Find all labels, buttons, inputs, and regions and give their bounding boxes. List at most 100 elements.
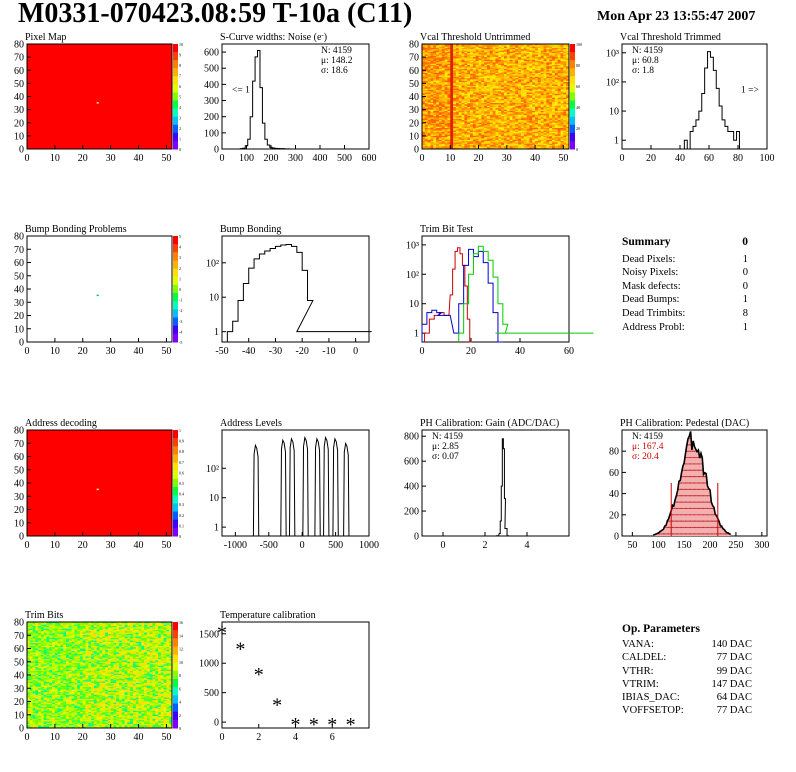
- heatmap-cell: [540, 93, 544, 96]
- heatmap-cell: [518, 110, 522, 113]
- heatmap-cell: [487, 62, 491, 64]
- heatmap-cell: [484, 95, 488, 97]
- heatmap-cell: [461, 143, 465, 146]
- heatmap-cell: [438, 62, 443, 64]
- heatmap-cell: [450, 87, 454, 89]
- heatmap-cell: [554, 137, 558, 139]
- heatmap-cell: [546, 57, 550, 59]
- heatmap-cell: [481, 83, 485, 85]
- heatmap-cell: [430, 133, 434, 135]
- heatmap-cell: [450, 105, 454, 108]
- heatmap-cell: [478, 130, 482, 133]
- x-tick-label: -500: [260, 540, 278, 551]
- heatmap-cell: [422, 89, 426, 92]
- heatmap-cell: [455, 109, 460, 112]
- heatmap-cell: [458, 82, 462, 84]
- heatmap-cell: [478, 71, 482, 74]
- heatmap-cell: [523, 134, 527, 137]
- heatmap-cell: [518, 91, 522, 93]
- y-tick-label: 0: [414, 145, 419, 156]
- heatmap-cell: [438, 92, 443, 95]
- heatmap-cell: [458, 99, 462, 101]
- heatmap-cell: [453, 112, 457, 114]
- heatmap-cell: [512, 114, 516, 117]
- pedestal-hatch: [692, 482, 694, 484]
- heatmap-cell: [526, 70, 530, 72]
- heatmap-cell: [453, 83, 457, 85]
- heatmap-cell: [546, 112, 550, 114]
- heatmap-cell: [489, 76, 493, 79]
- heatmap-cell: [554, 95, 558, 97]
- heatmap-cell: [554, 112, 558, 114]
- heatmap-cell: [512, 99, 516, 101]
- heatmap-cell: [455, 72, 460, 75]
- heatmap-cell: [464, 53, 468, 55]
- heatmap-cell: [427, 107, 431, 109]
- heatmap-cell: [484, 128, 488, 130]
- heatmap-cell: [478, 110, 482, 113]
- heatmap-cell: [529, 113, 533, 116]
- heatmap-cell: [455, 84, 460, 87]
- pedestal-hatch: [713, 520, 715, 522]
- heatmap-cell: [438, 93, 443, 96]
- heatmap-cell: [503, 84, 508, 87]
- heatmap-cell: [557, 126, 561, 129]
- heatmap-cell: [537, 93, 542, 96]
- heatmap-cell: [501, 59, 505, 62]
- heatmap-cell: [537, 72, 542, 75]
- heatmap-cell: [549, 54, 553, 57]
- heatmap-cell: [537, 109, 542, 112]
- pedestal-hatch: [687, 501, 689, 503]
- heatmap-cell: [484, 121, 488, 124]
- heatmap-cell: [503, 49, 508, 51]
- heatmap-cell: [546, 93, 550, 96]
- heatmap-cell: [509, 143, 513, 146]
- heatmap-cell: [447, 130, 451, 133]
- heatmap-cell: [441, 88, 445, 91]
- heatmap-cell: [523, 54, 527, 57]
- heatmap-cell: [552, 145, 556, 147]
- heatmap-cell: [560, 47, 564, 50]
- heatmap-cell: [489, 107, 493, 109]
- heatmap-cell: [554, 65, 558, 67]
- heatmap-cell: [563, 122, 567, 125]
- heatmap-cell: [554, 146, 558, 148]
- heatmap-cell: [472, 78, 477, 80]
- heatmap-cell: [478, 72, 482, 75]
- heatmap-cell: [495, 138, 499, 141]
- heatmap-cell: [546, 120, 550, 122]
- heatmap-cell: [27, 625, 31, 628]
- heatmap-cell: [430, 99, 434, 101]
- pedestal-hatch: [699, 469, 701, 471]
- heatmap-cell: [436, 63, 440, 66]
- heatmap-cell: [424, 63, 428, 66]
- heatmap-cell: [458, 113, 462, 116]
- heatmap-cell: [529, 109, 533, 112]
- heatmap-cell: [512, 130, 516, 133]
- heatmap-cell: [498, 112, 502, 114]
- heatmap-cell: [495, 65, 499, 67]
- heatmap-cell: [518, 45, 522, 47]
- heatmap-cell: [492, 139, 496, 142]
- heatmap-cell: [506, 113, 510, 116]
- heatmap-cell: [441, 47, 445, 50]
- heatmap-cell: [495, 121, 499, 124]
- heatmap-cell: [520, 113, 525, 116]
- heatmap-cell: [450, 72, 454, 75]
- pedestal-hatch: [678, 488, 680, 490]
- heatmap-cell: [554, 113, 558, 116]
- heatmap-cell: [424, 71, 428, 74]
- heatmap-cell: [475, 79, 479, 82]
- heatmap-cell: [501, 67, 505, 70]
- heatmap-cell: [506, 44, 510, 46]
- heatmap-cell: [498, 45, 502, 47]
- heatmap-cell: [492, 83, 496, 85]
- heatmap-cell: [450, 129, 454, 131]
- colorbar-tick-label: 20: [576, 126, 580, 131]
- heatmap-cell: [540, 61, 544, 63]
- heatmap-cell: [450, 131, 454, 134]
- heatmap-cell: [470, 88, 474, 91]
- heatmap-cell: [422, 103, 426, 105]
- heatmap-cell: [554, 101, 558, 104]
